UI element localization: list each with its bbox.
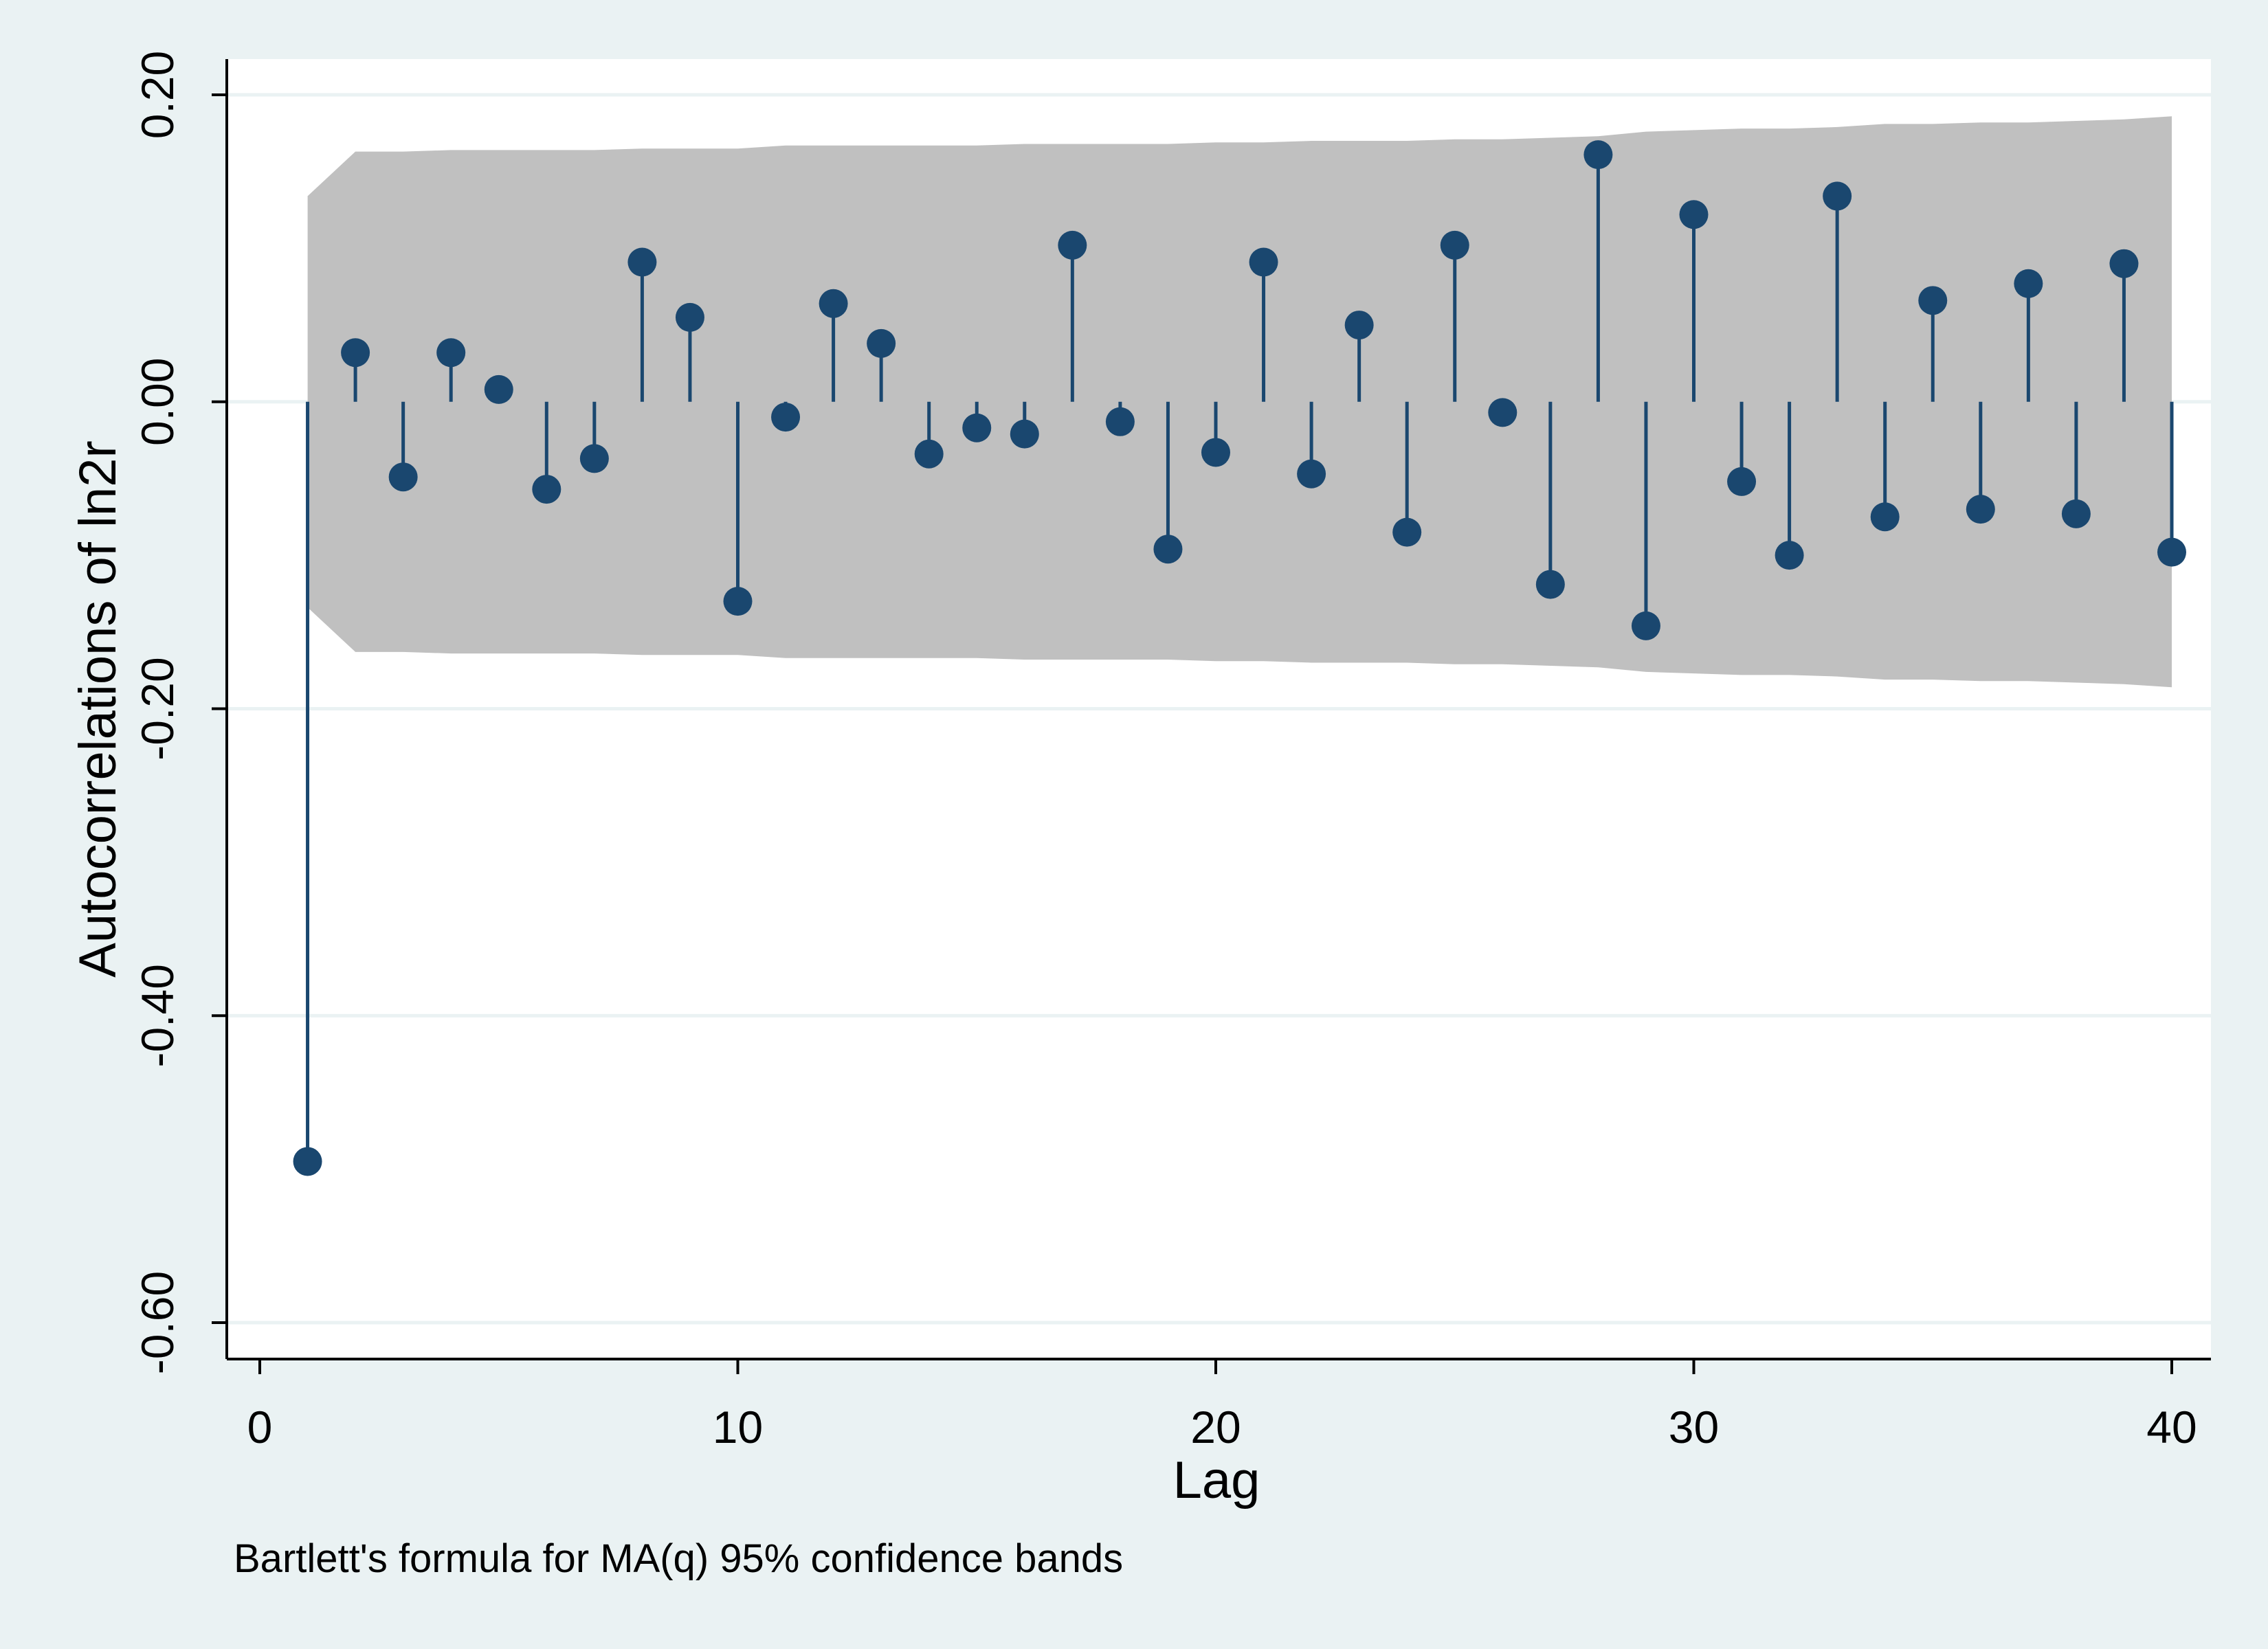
- acf-point-lag-35: [1918, 286, 1948, 315]
- acf-point-lag-30: [1679, 200, 1709, 229]
- x-axis-title: Lag: [1173, 1451, 1260, 1510]
- acf-point-lag-33: [1823, 181, 1852, 211]
- acf-point-lag-16: [1010, 419, 1039, 449]
- acf-point-lag-14: [914, 439, 944, 469]
- acf-point-lag-18: [1105, 407, 1135, 436]
- acf-point-lag-12: [819, 289, 848, 318]
- acf-point-lag-32: [1775, 541, 1804, 570]
- acf-point-lag-13: [867, 328, 896, 358]
- x-ticks: 0 10 20 30 40: [247, 1359, 2197, 1452]
- acf-point-lag-9: [675, 302, 704, 332]
- acf-point-lag-36: [1966, 495, 1995, 524]
- acf-point-lag-29: [1631, 611, 1660, 640]
- acf-point-lag-24: [1392, 517, 1422, 547]
- acf-point-lag-40: [2157, 537, 2186, 567]
- acf-point-lag-8: [627, 247, 657, 277]
- x-tick-label: 20: [1190, 1402, 1241, 1452]
- acf-point-lag-31: [1727, 467, 1757, 496]
- acf-point-lag-10: [723, 587, 753, 616]
- acf-point-lag-25: [1440, 230, 1469, 260]
- confidence-band: [307, 116, 2172, 688]
- acf-point-lag-5: [484, 374, 513, 404]
- acf-point-lag-34: [1870, 502, 1900, 532]
- acf-point-lag-2: [341, 338, 370, 368]
- acf-point-lag-23: [1344, 311, 1374, 340]
- y-tick-label: -0.60: [132, 1271, 183, 1374]
- acf-point-lag-26: [1488, 398, 1517, 427]
- acf-point-lag-19: [1153, 535, 1183, 564]
- acf-point-lag-4: [436, 338, 466, 368]
- chart-note: Bartlett's formula for MA(q) 95% confide…: [234, 1536, 1123, 1581]
- x-tick-label: 10: [713, 1402, 763, 1452]
- y-tick-label: -0.20: [132, 657, 183, 760]
- acf-point-lag-1: [293, 1147, 322, 1176]
- acf-point-lag-21: [1249, 247, 1278, 277]
- y-tick-label: -0.40: [132, 964, 183, 1067]
- acf-point-lag-39: [2109, 249, 2139, 278]
- x-tick-label: 40: [2146, 1402, 2197, 1452]
- acf-point-lag-17: [1058, 230, 1087, 260]
- acf-point-lag-7: [579, 444, 609, 473]
- acf-point-lag-38: [2061, 499, 2091, 528]
- acf-point-lag-20: [1201, 438, 1230, 467]
- acf-point-lag-15: [962, 413, 992, 442]
- y-tick-label: 0.00: [132, 358, 183, 446]
- y-axis-title: Autocorrelations of ln2r: [69, 440, 127, 978]
- acf-point-lag-37: [2014, 269, 2043, 298]
- points: [293, 140, 2186, 1176]
- acf-point-lag-6: [532, 475, 562, 504]
- acf-point-lag-3: [388, 462, 418, 492]
- acf-point-lag-11: [771, 403, 801, 432]
- acf-point-lag-22: [1297, 459, 1326, 489]
- y-tick-label: 0.20: [132, 51, 183, 139]
- acf-point-lag-27: [1535, 570, 1565, 599]
- y-ticks: -0.60 -0.40 -0.20 0.00 0.20: [132, 51, 227, 1374]
- x-tick-label: 0: [247, 1402, 273, 1452]
- x-tick-label: 30: [1669, 1402, 1719, 1452]
- acf-point-lag-28: [1583, 140, 1613, 170]
